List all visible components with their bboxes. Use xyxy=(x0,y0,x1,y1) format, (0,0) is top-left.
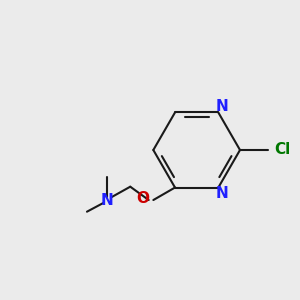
Text: Cl: Cl xyxy=(274,142,290,158)
Text: O: O xyxy=(136,191,149,206)
Text: N: N xyxy=(216,99,228,114)
Text: N: N xyxy=(216,186,228,201)
Text: N: N xyxy=(101,193,113,208)
